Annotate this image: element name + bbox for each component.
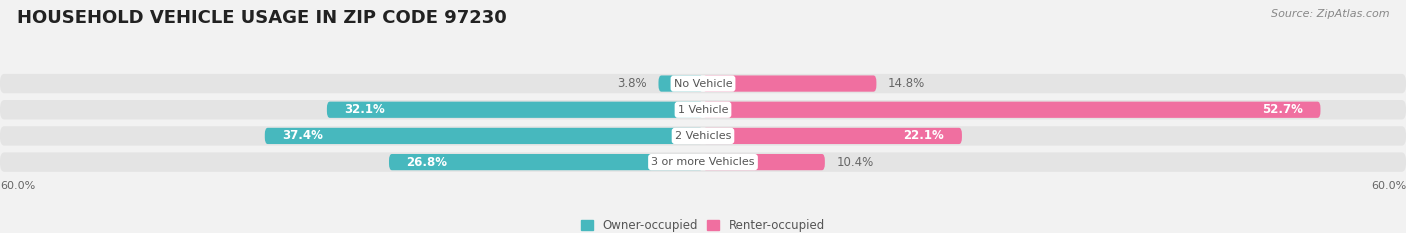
FancyBboxPatch shape — [0, 100, 1406, 120]
FancyBboxPatch shape — [0, 152, 1406, 172]
Text: 32.1%: 32.1% — [344, 103, 385, 116]
FancyBboxPatch shape — [0, 74, 1406, 93]
Text: 60.0%: 60.0% — [1371, 181, 1406, 191]
FancyBboxPatch shape — [264, 128, 703, 144]
Text: 3.8%: 3.8% — [617, 77, 647, 90]
Text: 10.4%: 10.4% — [837, 156, 873, 169]
Text: 2 Vehicles: 2 Vehicles — [675, 131, 731, 141]
Text: 22.1%: 22.1% — [904, 129, 945, 142]
Text: 1 Vehicle: 1 Vehicle — [678, 105, 728, 115]
Text: 60.0%: 60.0% — [0, 181, 35, 191]
FancyBboxPatch shape — [703, 128, 962, 144]
Text: 14.8%: 14.8% — [889, 77, 925, 90]
Text: 52.7%: 52.7% — [1263, 103, 1303, 116]
Text: 3 or more Vehicles: 3 or more Vehicles — [651, 157, 755, 167]
FancyBboxPatch shape — [0, 126, 1406, 146]
Text: No Vehicle: No Vehicle — [673, 79, 733, 89]
Text: 26.8%: 26.8% — [406, 156, 447, 169]
Text: Source: ZipAtlas.com: Source: ZipAtlas.com — [1271, 9, 1389, 19]
FancyBboxPatch shape — [658, 75, 703, 92]
FancyBboxPatch shape — [703, 75, 876, 92]
Text: 37.4%: 37.4% — [283, 129, 323, 142]
Legend: Owner-occupied, Renter-occupied: Owner-occupied, Renter-occupied — [576, 214, 830, 233]
FancyBboxPatch shape — [703, 102, 1320, 118]
Text: HOUSEHOLD VEHICLE USAGE IN ZIP CODE 97230: HOUSEHOLD VEHICLE USAGE IN ZIP CODE 9723… — [17, 9, 506, 27]
FancyBboxPatch shape — [326, 102, 703, 118]
FancyBboxPatch shape — [389, 154, 703, 170]
FancyBboxPatch shape — [703, 154, 825, 170]
